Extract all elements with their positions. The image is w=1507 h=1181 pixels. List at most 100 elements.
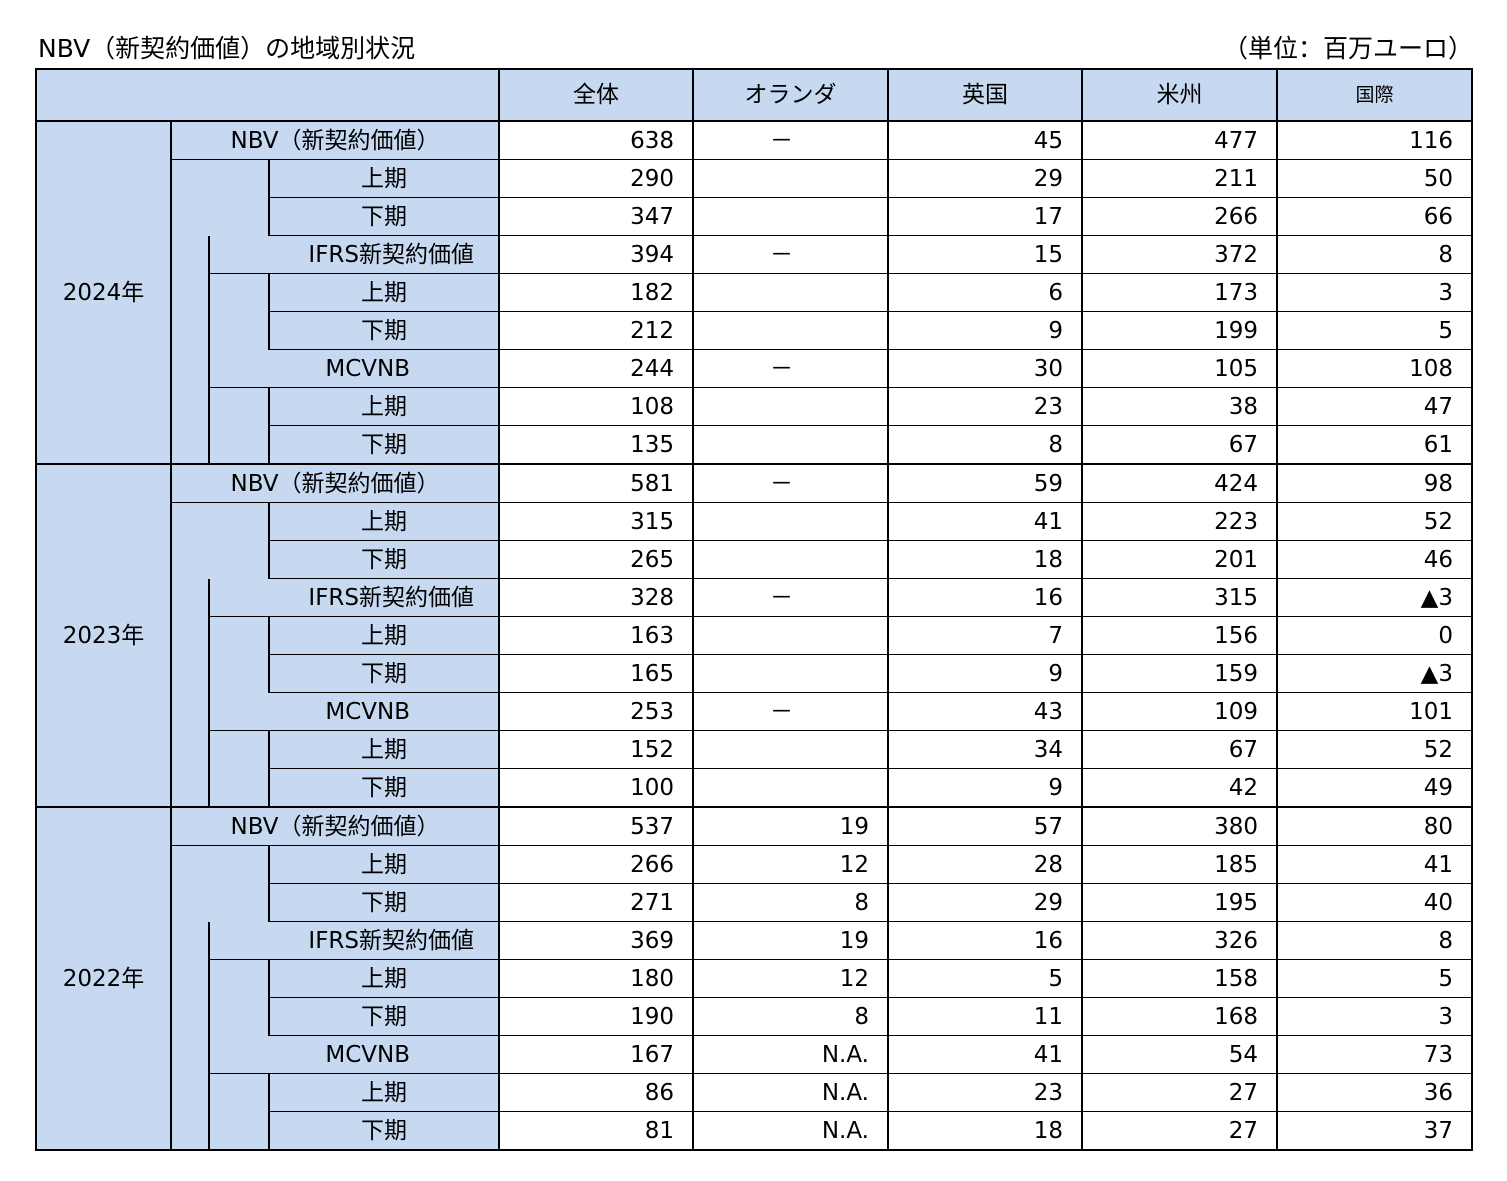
value-cell: N.A.: [692, 1073, 889, 1112]
value-cell: 9: [887, 311, 1083, 350]
value-cell: 223: [1081, 502, 1278, 541]
value-cell: 581: [498, 464, 694, 503]
value-cell: 271: [498, 883, 694, 922]
value-cell: 253: [498, 692, 694, 731]
indent-cell: [171, 540, 209, 579]
indent-cell: [208, 425, 269, 465]
value-cell: [692, 425, 889, 465]
year-label: 2024年: [35, 120, 172, 465]
period-label: 上期: [268, 502, 500, 541]
value-cell: 3: [1276, 273, 1473, 312]
value-cell: －: [692, 692, 889, 731]
period-label: 下期: [268, 997, 500, 1036]
value-cell: 45: [887, 121, 1083, 160]
table-row: IFRS新契約価値 328 － 16 315 ▲3: [36, 578, 1473, 617]
group-label: IFRS新契約価値: [208, 578, 500, 617]
value-cell: 19: [692, 807, 889, 846]
value-cell: 59: [887, 464, 1083, 503]
value-cell: 347: [498, 197, 694, 236]
value-cell: 135: [498, 425, 694, 465]
period-label: 下期: [268, 654, 500, 693]
value-cell: 5: [1276, 959, 1473, 998]
value-cell: 315: [1081, 578, 1278, 617]
value-cell: 5: [887, 959, 1083, 998]
value-cell: 29: [887, 883, 1083, 922]
value-cell: 212: [498, 311, 694, 350]
col-header: オランダ: [692, 68, 889, 122]
value-cell: 37: [1276, 1111, 1473, 1151]
indent-cell: [171, 1111, 209, 1151]
value-cell: 43: [887, 692, 1083, 731]
value-cell: 0: [1276, 616, 1473, 655]
table-row: 2024年 NBV（新契約価値） 638 － 45 477 116: [35, 120, 1473, 465]
indent-cell: [171, 311, 209, 350]
value-cell: [692, 387, 889, 426]
value-cell: 158: [1081, 959, 1278, 998]
value-cell: 27: [1081, 1073, 1278, 1112]
value-cell: 372: [1081, 235, 1278, 274]
value-cell: 290: [498, 159, 694, 198]
value-cell: 9: [887, 768, 1083, 808]
indent-cell: [171, 349, 209, 388]
value-cell: [692, 273, 889, 312]
table-row: 下期 271 8 29 195 40: [36, 883, 1473, 922]
value-cell: 49: [1276, 768, 1473, 808]
value-cell: ▲3: [1276, 578, 1473, 617]
value-cell: 47: [1276, 387, 1473, 426]
value-cell: 182: [498, 273, 694, 312]
value-cell: 116: [1276, 121, 1473, 160]
indent-cell: [208, 273, 269, 312]
period-label: 下期: [268, 197, 500, 236]
indent-cell: [208, 1073, 269, 1112]
indent-cell: [171, 921, 209, 960]
value-cell: 163: [498, 616, 694, 655]
table-row: 下期 100 9 42 49: [36, 768, 1473, 808]
value-cell: 98: [1276, 464, 1473, 503]
group-label: IFRS新契約価値: [208, 235, 500, 274]
header-corner: [35, 68, 500, 122]
indent-cell: [209, 845, 269, 884]
value-cell: 173: [1081, 273, 1278, 312]
value-cell: 5: [1276, 311, 1473, 350]
value-cell: 19: [692, 921, 889, 960]
value-cell: －: [692, 464, 889, 503]
indent-cell: [209, 502, 269, 541]
value-cell: 50: [1276, 159, 1473, 198]
table-row: 上期 108 23 38 47: [36, 387, 1473, 426]
period-label: 下期: [268, 425, 500, 465]
value-cell: 23: [887, 387, 1083, 426]
value-cell: 57: [887, 807, 1083, 846]
col-header: 米州: [1081, 68, 1278, 122]
table-row: 下期 347 17 266 66: [36, 197, 1473, 236]
value-cell: 34: [887, 730, 1083, 769]
value-cell: 29: [887, 159, 1083, 198]
value-cell: 109: [1081, 692, 1278, 731]
nbv-region-table: 全体 オランダ 英国 米州 国際 2024年 NBV（新契約価値） 638 － 45 47…: [35, 68, 1473, 1151]
value-cell: 108: [1276, 349, 1473, 388]
indent-cell: [208, 997, 269, 1036]
value-cell: [692, 730, 889, 769]
value-cell: 165: [498, 654, 694, 693]
indent-cell: [171, 387, 209, 426]
value-cell: 7: [887, 616, 1083, 655]
value-cell: 266: [498, 845, 694, 884]
table-row: 上期 152 34 67 52: [36, 730, 1473, 769]
value-cell: 18: [887, 540, 1083, 579]
value-cell: 67: [1081, 730, 1278, 769]
table-body: 2024年 NBV（新契約価値） 638 － 45 477 116 上期 290 29 211 50 下…: [35, 120, 1473, 1151]
table-row: IFRS新契約価値 394 － 15 372 8: [36, 235, 1473, 274]
col-header: 全体: [498, 68, 694, 122]
value-cell: 61: [1276, 425, 1473, 465]
value-cell: 265: [498, 540, 694, 579]
value-cell: 16: [887, 921, 1083, 960]
group-label: NBV（新契約価値）: [171, 121, 500, 160]
period-label: 上期: [268, 959, 500, 998]
period-label: 上期: [268, 387, 500, 426]
table-row: MCVNB 253 － 43 109 101: [36, 692, 1473, 731]
table-row: 上期 163 7 156 0: [36, 616, 1473, 655]
indent-cell: [208, 387, 269, 426]
value-cell: 266: [1081, 197, 1278, 236]
indent-cell: [208, 959, 269, 998]
value-cell: 41: [887, 1035, 1083, 1074]
col-header: 英国: [887, 68, 1083, 122]
